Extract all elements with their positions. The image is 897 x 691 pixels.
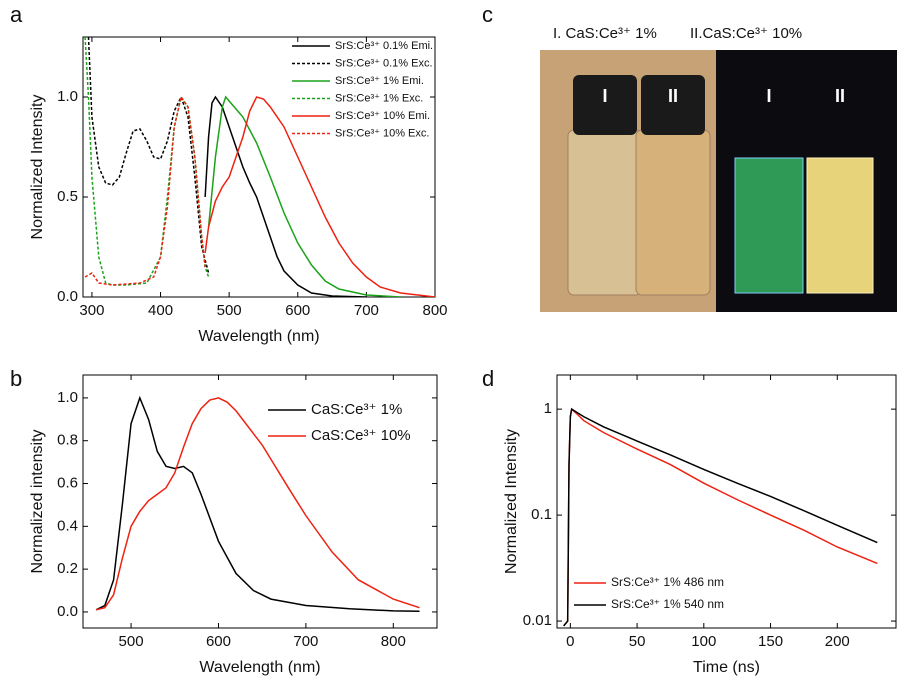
plot-frame	[82, 374, 438, 629]
y-tick-label: 0.6	[57, 474, 78, 491]
legend-label: SrS:Ce³⁺ 0.1% Emi.	[335, 40, 433, 52]
data-line	[87, 37, 210, 274]
y-tick-label: 0.0	[57, 603, 78, 620]
x-axis-title: Time (ns)	[693, 659, 760, 676]
y-tick-label: 1.0	[57, 389, 78, 406]
data-line	[204, 95, 367, 297]
plot-frame	[556, 374, 897, 629]
data-line	[563, 407, 878, 627]
y-tick-label: 0.2	[57, 560, 78, 577]
photo: I. CaS:Ce³⁺ 1% II.CaS:Ce³⁺ 10% I II I II	[540, 25, 897, 312]
y-tick-label: 1.0	[57, 88, 78, 105]
legend-label: SrS:Ce³⁺ 0.1% Exc.	[335, 57, 433, 69]
y-axis-title: Normalized Intensity	[29, 95, 46, 240]
x-axis-title: Wavelength (nm)	[199, 659, 320, 676]
legend-label: SrS:Ce³⁺ 1% 486 nm	[611, 575, 724, 589]
cap	[641, 75, 705, 135]
y-axis-title: Normalized Intensity	[503, 429, 520, 574]
data-line	[84, 95, 206, 286]
vial-glow	[806, 157, 874, 294]
x-tick-label: 500	[119, 633, 144, 650]
legend-label: SrS:Ce³⁺ 1% Exc.	[335, 92, 423, 104]
y-tick-label: 1	[544, 400, 552, 417]
plot-frame	[82, 36, 436, 298]
y-tick-label: 0.0	[57, 288, 78, 305]
legend-label: SrS:Ce³⁺ 10% Emi.	[335, 110, 430, 122]
legend-label: SrS:Ce³⁺ 1% Emi.	[335, 75, 424, 87]
legend-label: SrS:Ce³⁺ 1% 540 nm	[611, 597, 724, 611]
vial-label: I	[766, 86, 771, 106]
data-line	[84, 37, 210, 286]
data-line	[95, 395, 420, 613]
vial-glow	[734, 157, 804, 294]
legend-label: CaS:Ce³⁺ 10%	[311, 427, 411, 444]
x-tick-label: 400	[148, 302, 173, 319]
x-tick-label: 200	[825, 633, 850, 650]
y-tick-label: 0.5	[57, 188, 78, 205]
panel-label: b	[10, 366, 22, 391]
photo-caption: I. CaS:Ce³⁺ 1%	[553, 25, 657, 42]
y-tick-label: 0.8	[57, 432, 78, 449]
y-tick-label: 0.4	[57, 517, 78, 534]
vial-label: II	[668, 86, 678, 106]
data-line	[95, 397, 420, 611]
panel-label: d	[482, 366, 494, 391]
x-tick-label: 600	[285, 302, 310, 319]
x-tick-label: 0	[566, 633, 574, 650]
legend-label: SrS:Ce³⁺ 10% Exc.	[335, 127, 429, 139]
x-tick-label: 500	[217, 302, 242, 319]
x-tick-label: 50	[629, 633, 646, 650]
panel-label: c	[482, 2, 493, 27]
x-tick-label: 300	[79, 302, 104, 319]
plot-lines	[563, 407, 878, 627]
data-line	[204, 96, 435, 297]
x-tick-label: 800	[422, 302, 447, 319]
data-line	[207, 95, 401, 297]
photo-caption: II.CaS:Ce³⁺ 10%	[690, 25, 802, 42]
vial	[567, 129, 643, 296]
y-tick-label: 0.1	[531, 506, 552, 523]
legend-label: CaS:Ce³⁺ 1%	[311, 401, 402, 418]
vial-label: I	[602, 86, 607, 106]
vial	[635, 129, 711, 296]
x-axis-title: Wavelength (nm)	[198, 328, 319, 345]
plot-lines	[84, 37, 435, 297]
panel-label: a	[10, 2, 23, 27]
cap	[573, 75, 637, 135]
x-tick-label: 100	[691, 633, 716, 650]
x-tick-label: 800	[381, 633, 406, 650]
x-tick-label: 150	[758, 633, 783, 650]
vial-label: II	[835, 86, 845, 106]
x-tick-label: 600	[206, 633, 231, 650]
plot-lines	[95, 395, 420, 613]
y-tick-label: 0.01	[523, 612, 552, 629]
x-tick-label: 700	[293, 633, 318, 650]
x-tick-label: 700	[354, 302, 379, 319]
y-axis-title: Normalized intensity	[29, 429, 46, 573]
data-line	[563, 407, 878, 627]
